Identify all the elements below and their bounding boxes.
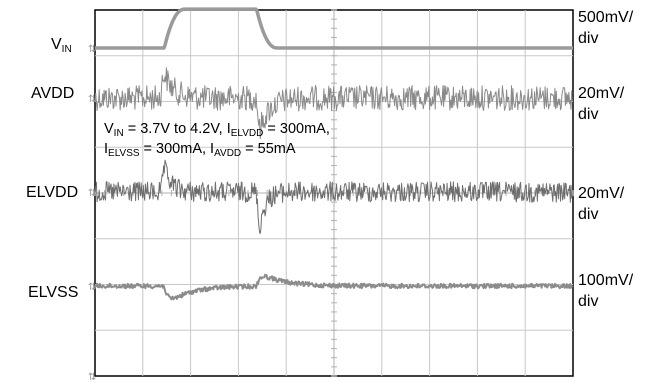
scale-avdd: 20mV/div [578,85,625,123]
marker-avdd: ⇅ [88,94,96,105]
scale-elvss: 100mV/div [578,272,634,310]
channel-markers: ⇅ ⇅ ⇅ ⇅ ⇅ [88,44,96,383]
marker-elvdd: ⇅ [88,188,96,199]
trace-avdd [94,67,573,139]
scale-elvdd: 20mV/div [578,185,625,223]
marker-vin: ⇅ [88,44,96,55]
label-avdd: AVDD [31,85,75,102]
trace-elvss [94,273,574,301]
conditions-line1: VIN = 3.7V to 4.2V, IELVDD = 300mA, [104,121,330,139]
trace-elvdd [94,159,573,234]
conditions-line2: IELVSS = 300mA, IAVDD = 55mA [104,141,296,159]
label-elvss: ELVSS [28,284,79,301]
label-elvdd: ELVDD [26,184,79,201]
marker-bottom: ⇅ [88,372,96,383]
marker-elvss: ⇅ [88,282,96,293]
grid [94,9,574,377]
traces [94,7,574,301]
scale-vin: 500mV/div [578,9,634,47]
label-vin: VIN [51,36,72,55]
trace-vin [94,7,574,50]
